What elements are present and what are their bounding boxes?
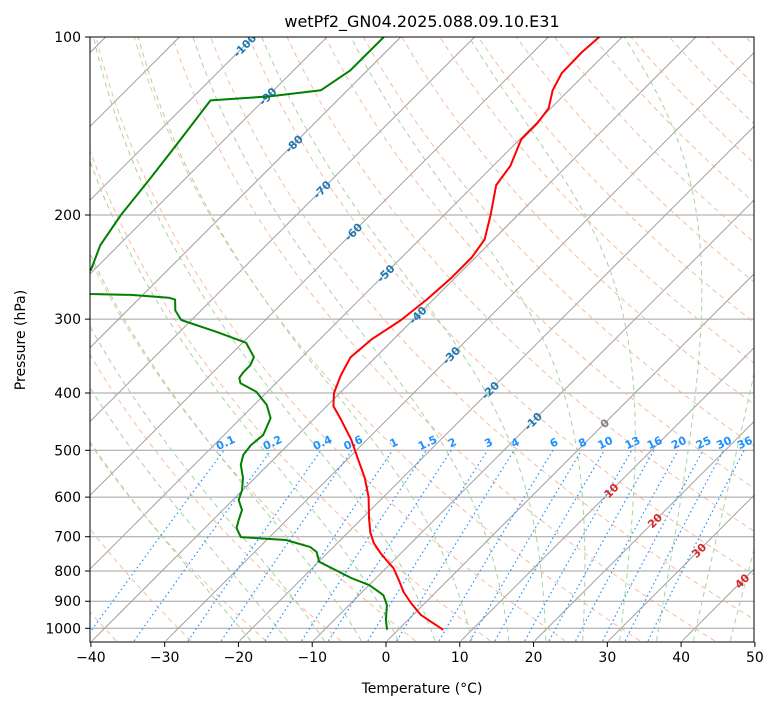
x-tick-label: −40 [76, 650, 106, 666]
isotherm [166, 37, 770, 641]
dry-adiabat [516, 37, 775, 641]
grid [0, 37, 775, 641]
y-tick-label: 300 [54, 312, 81, 328]
x-tick-label: −10 [297, 650, 327, 666]
mixing-ratio-label: 2 [446, 435, 458, 450]
isotherm [92, 37, 696, 641]
dry-adiabat [134, 37, 640, 641]
mixing-ratio-label: 3 [482, 435, 494, 450]
dry-adiabat [707, 37, 775, 641]
y-tick-label: 1000 [45, 621, 81, 637]
moist-adiabat [193, 37, 509, 641]
y-tick-label: 600 [54, 490, 81, 506]
x-tick-label: 10 [451, 650, 469, 666]
mixing-ratio-line [576, 450, 679, 641]
mixing-ratio-label: 20 [669, 434, 689, 452]
mixing-ratio-label: 8 [576, 435, 588, 450]
y-tick-label: 500 [54, 443, 81, 459]
dry-adiabat [58, 37, 491, 641]
mixing-ratio-line [603, 450, 703, 641]
y-tick-label: 700 [54, 530, 81, 546]
mixing-ratio-label: 1 [388, 435, 400, 450]
mixing-ratio-label: 16 [645, 434, 665, 452]
y-tick-label: 100 [54, 30, 81, 46]
y-tick-label: 200 [54, 208, 81, 224]
y-tick-label: 900 [54, 594, 81, 610]
dry-adiabat [0, 37, 341, 641]
isotherm [0, 37, 401, 641]
isotherm [461, 37, 775, 641]
dry-adiabat [593, 37, 775, 641]
x-tick-label: −20 [224, 650, 254, 666]
dry-adiabat [20, 37, 416, 641]
mixing-ratio-label: 36 [735, 434, 755, 452]
mixing-ratio-label: 10 [596, 434, 616, 452]
moist-adiabat [0, 37, 288, 641]
mixing-ratio-label: 4 [509, 435, 522, 450]
mixing-ratio-line [329, 450, 452, 641]
traces [40, 37, 599, 630]
x-tick-label: 20 [525, 650, 543, 666]
mixing-ratio-label: 25 [694, 434, 713, 452]
x-tick-label: 0 [382, 650, 391, 666]
x-tick-label: 50 [746, 650, 764, 666]
isotherm [0, 37, 548, 641]
mixing-ratio-label: 6 [548, 435, 561, 450]
dry-adiabat [172, 37, 714, 641]
chart-title: wetPf2_GN04.2025.088.09.10.E31 [284, 12, 559, 32]
isotherm [756, 37, 775, 641]
x-axis-label: Temperature (°C) [361, 681, 483, 697]
mixing-ratio-line [549, 450, 654, 641]
isotherm [0, 37, 253, 641]
isotherm-label: -100 [231, 31, 260, 60]
mixing-ratio-line [265, 450, 393, 641]
y-axis-label: Pressure (hPa) [13, 290, 29, 390]
temperature-trace [333, 37, 599, 630]
mixing-ratio-line [302, 450, 427, 641]
isotherm [18, 37, 622, 641]
dry-adiabat [669, 37, 775, 641]
dry-adiabat [555, 37, 775, 641]
y-tick-label: 800 [54, 564, 81, 580]
isotherm [0, 37, 327, 641]
dry-adiabat [0, 37, 266, 641]
moist-adiabat [56, 37, 398, 641]
dry-adiabat [746, 37, 775, 641]
x-tick-label: 40 [672, 650, 690, 666]
mixing-ratio-label: 30 [714, 434, 734, 452]
isotherm [535, 37, 775, 641]
y-tick-label: 400 [54, 386, 81, 402]
mixing-ratio-label: 13 [623, 434, 642, 452]
mixing-ratio-line [525, 450, 632, 641]
x-tick-label: −30 [150, 650, 180, 666]
x-tick-label: 30 [598, 650, 616, 666]
